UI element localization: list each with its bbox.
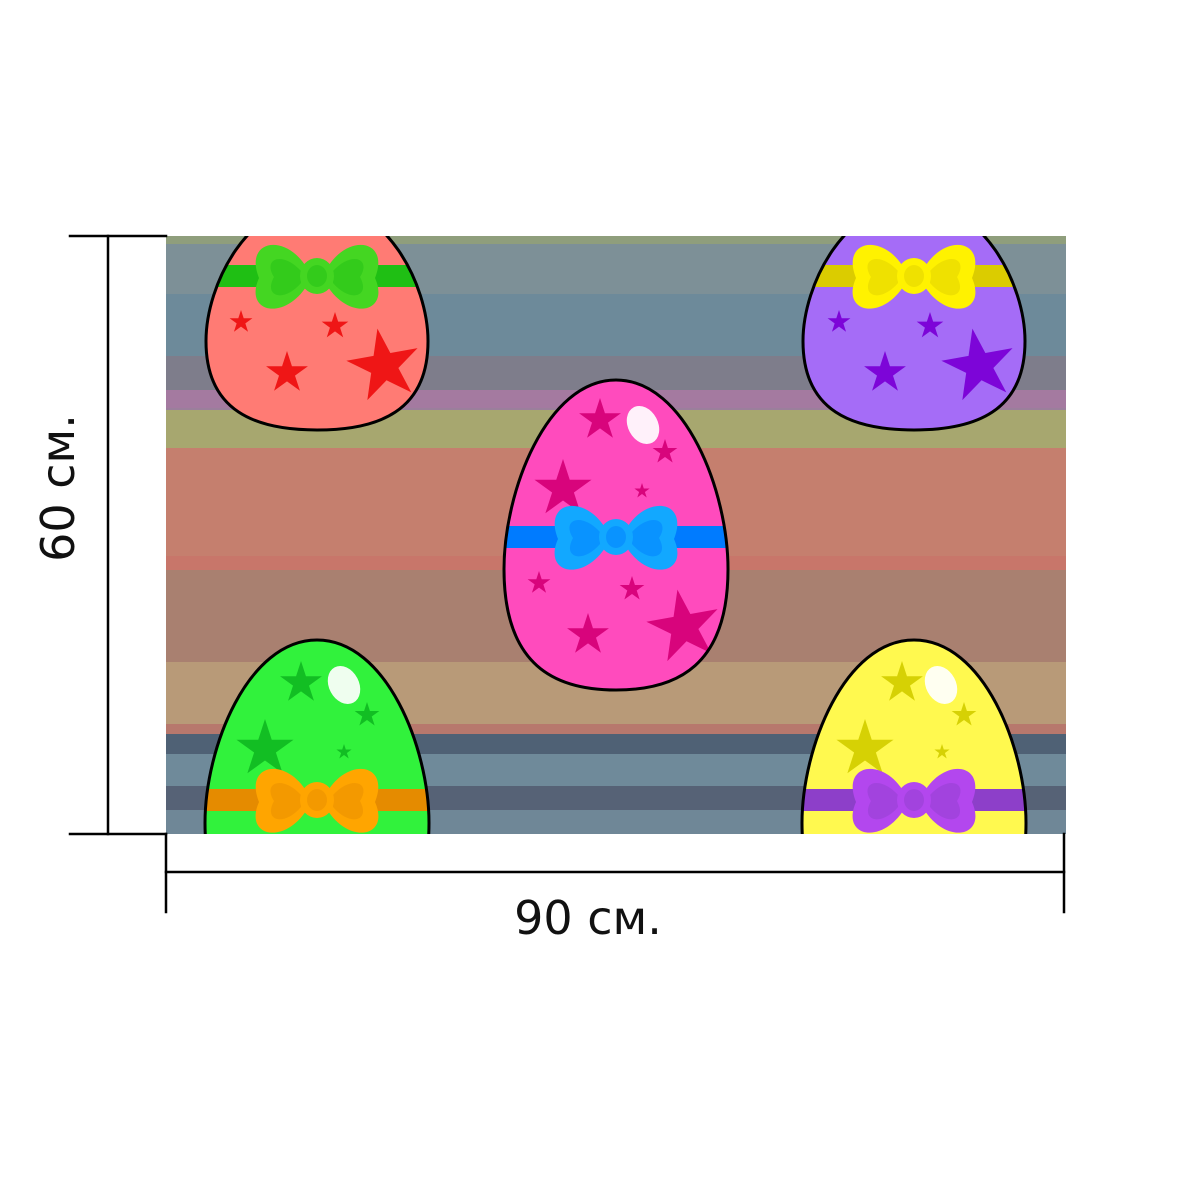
background-stripe bbox=[166, 724, 1066, 734]
egg-decoration bbox=[205, 661, 429, 833]
easter-egg-icon bbox=[204, 236, 430, 432]
easter-egg-icon bbox=[801, 236, 1027, 432]
bow-icon bbox=[852, 244, 976, 309]
width-dimension-label: 90 см. bbox=[514, 891, 662, 945]
background-stripe bbox=[166, 236, 1066, 244]
bow-icon bbox=[554, 505, 678, 570]
egg-outline bbox=[204, 236, 430, 432]
egg-decoration bbox=[803, 244, 1025, 403]
bow-center bbox=[300, 258, 334, 294]
bow-left-shadow bbox=[270, 782, 301, 820]
bow-left-loop bbox=[255, 244, 309, 309]
bow-left-shadow bbox=[867, 258, 898, 296]
bow-right-shadow bbox=[930, 782, 961, 820]
bow-icon bbox=[255, 768, 379, 833]
bow-center bbox=[599, 519, 633, 555]
bow-right-loop bbox=[325, 768, 379, 833]
egg-highlight bbox=[924, 665, 958, 705]
bow-right-shadow bbox=[632, 519, 663, 557]
egg-decoration bbox=[206, 244, 428, 403]
egg-outline bbox=[203, 638, 431, 834]
bow-right-shadow bbox=[333, 258, 364, 296]
easter-egg-icon bbox=[203, 638, 431, 834]
easter-egg-pattern-artwork bbox=[166, 236, 1066, 834]
bow-right-shadow bbox=[930, 258, 961, 296]
bow-left-loop bbox=[255, 768, 309, 833]
bow-left-shadow bbox=[867, 782, 898, 820]
bow-right-loop bbox=[922, 244, 976, 309]
bow-center-knot bbox=[904, 789, 924, 811]
bow-center-knot bbox=[307, 789, 327, 811]
bow-left-loop bbox=[554, 505, 608, 570]
egg-highlight bbox=[327, 665, 361, 705]
easter-egg-icon bbox=[800, 638, 1028, 834]
egg-outline bbox=[801, 236, 1027, 432]
easter-eggs-group bbox=[203, 236, 1028, 834]
bow-center bbox=[897, 782, 931, 818]
bow-left-loop bbox=[852, 244, 906, 309]
height-dimension-label: 60 см. bbox=[31, 414, 85, 562]
egg-decoration bbox=[504, 398, 728, 664]
egg-decoration bbox=[802, 661, 1026, 833]
bow-left-shadow bbox=[270, 258, 301, 296]
bow-right-loop bbox=[624, 505, 678, 570]
egg-outline bbox=[502, 378, 730, 692]
egg-highlight bbox=[626, 405, 660, 445]
bow-center-knot bbox=[307, 265, 327, 287]
bow-center bbox=[897, 258, 931, 294]
bow-center bbox=[300, 782, 334, 818]
bow-center-knot bbox=[606, 526, 626, 548]
bow-right-loop bbox=[922, 768, 976, 833]
bow-left-loop bbox=[852, 768, 906, 833]
easter-egg-icon bbox=[502, 378, 730, 692]
bow-icon bbox=[852, 768, 976, 833]
bow-center-knot bbox=[904, 265, 924, 287]
bow-right-shadow bbox=[333, 782, 364, 820]
egg-outline bbox=[800, 638, 1028, 834]
bow-left-shadow bbox=[569, 519, 600, 557]
bow-icon bbox=[255, 244, 379, 309]
bow-right-loop bbox=[325, 244, 379, 309]
dimension-lines bbox=[68, 234, 1066, 914]
